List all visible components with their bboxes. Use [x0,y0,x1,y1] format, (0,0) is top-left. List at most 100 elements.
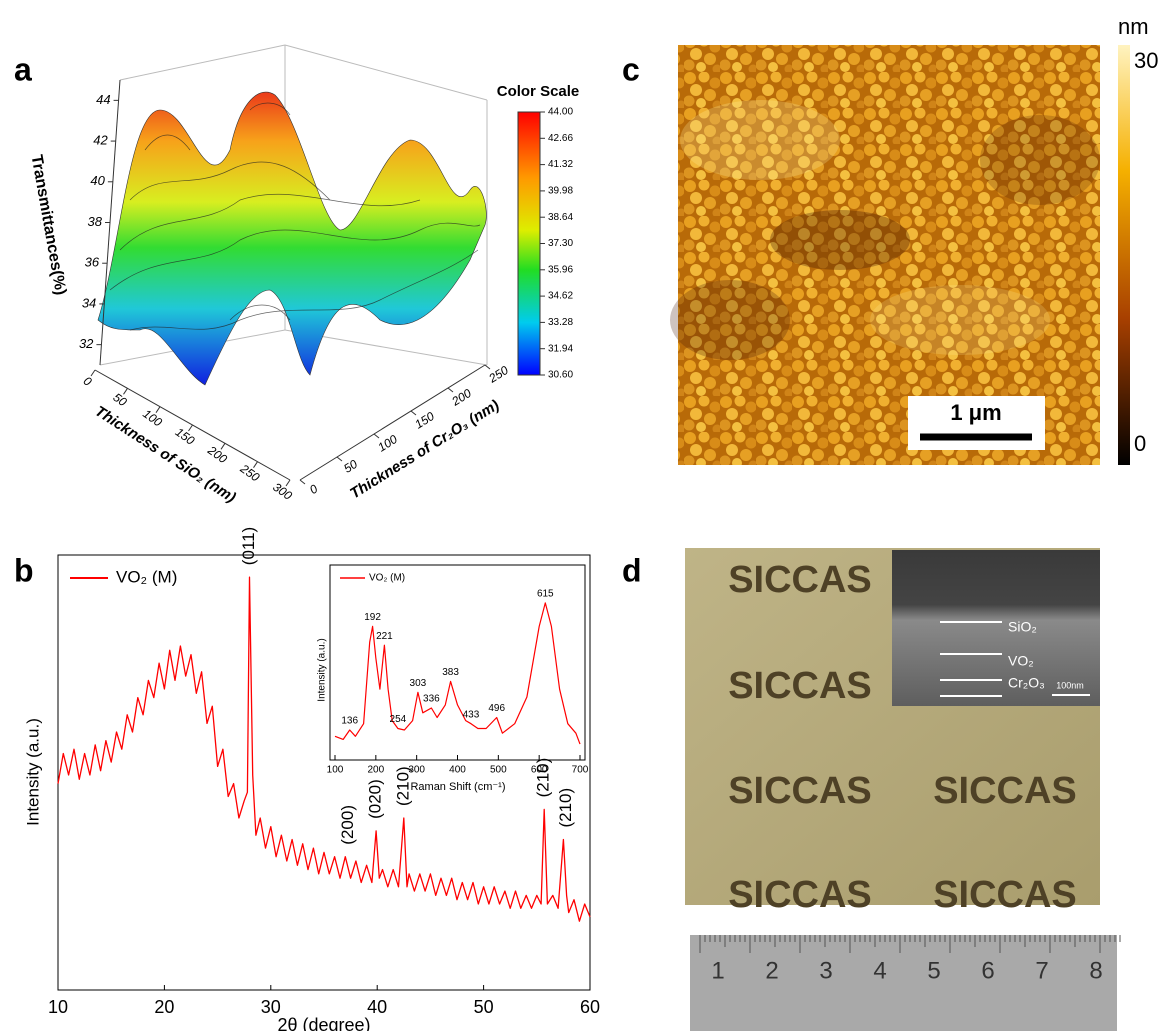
axis-title: Raman Shift (cm⁻¹) [410,781,505,793]
brand-label: SICCAS [728,770,872,812]
x-tick-label: 700 [572,765,589,776]
ruler-label: 4 [873,957,886,984]
colorbar-tick-label: 31.94 [548,343,573,354]
peak-annotation: (200) [338,805,357,845]
colorbar-tick-label: 44.00 [548,107,573,118]
z-tick-label: 42 [93,133,108,148]
colorbar-tick-label: 37.30 [548,238,573,249]
peak-label: 221 [376,631,393,642]
ruler [690,935,1117,1031]
x-tick-label: 100 [327,765,344,776]
legend-label: VO₂ (M) [116,567,177,586]
colorbar [1118,45,1130,465]
z-tick-label: 44 [96,92,110,107]
surface [98,92,486,385]
axis-title: Transmittances(%) [28,153,69,296]
x-tick-label: 60 [580,997,600,1017]
x-tick-label: 250 [237,461,263,485]
colorbar-tick-label: 42.66 [548,133,573,144]
x-tick-label: 0 [81,374,95,389]
ruler-label: 3 [819,957,832,984]
y-tick-label: 150 [412,409,437,432]
y-tick-label: 100 [375,432,400,455]
y-tick-label: 250 [486,363,512,386]
y-tick [374,434,379,438]
sem-layer-label: Cr₂O₃ [1008,675,1045,691]
sem-layer-label: SiO₂ [1008,619,1037,635]
y-tick [485,365,490,369]
y-tick [337,457,342,461]
y-tick-label: 50 [341,457,360,476]
x-tick-label: 400 [449,765,466,776]
y-tick-label: 0 [307,481,320,497]
ruler-label: 5 [927,957,940,984]
peak-label: 496 [488,703,505,714]
sem-scale: 100nm [1056,680,1084,690]
x-tick-label: 40 [367,997,387,1017]
colorbar-tick-label: 33.28 [548,317,573,328]
brand-label: SICCAS [728,665,872,707]
brand-label: SICCAS [728,559,872,601]
brand-label: SICCAS [933,874,1077,916]
z-tick-label: 36 [85,255,100,270]
peak-label: 383 [442,667,459,678]
x-tick-label: 100 [140,407,165,430]
peak-label: 136 [341,716,358,727]
peak-label: 336 [423,694,440,705]
x-tick-label: 30 [261,997,281,1017]
panel-label: c [622,51,640,87]
panel-label: b [14,552,34,588]
y-tick [448,388,453,392]
legend-label: VO₂ (M) [369,573,405,584]
peak-annotation: (210) [556,788,575,828]
ruler-label: 1 [711,957,724,984]
z-tick-label: 40 [90,173,105,188]
z-tick-label: 38 [88,214,103,229]
x-tick-label: 50 [474,997,494,1017]
axis-title: Intensity (a.u.) [23,718,42,826]
x-tick-label: 300 [408,765,425,776]
colorbar-tick-label: 34.62 [548,291,573,302]
brand-label: SICCAS [933,770,1077,812]
colorbar-tick-label: 41.32 [548,159,573,170]
colorbar-tick-label: 38.64 [548,212,573,223]
colorbar-unit: nm [1118,14,1149,39]
x-tick-label: 500 [490,765,507,776]
x-tick-label: 200 [204,443,230,467]
ruler-label: 7 [1035,957,1048,984]
colorbar-tick-label: 30 [1134,48,1158,73]
x-tick-label: 200 [367,765,384,776]
x-tick-label: 20 [154,997,174,1017]
peak-annotation: (020) [366,779,385,819]
y-tick [300,480,305,484]
peak-label: 433 [463,709,480,720]
ruler-label: 2 [765,957,778,984]
axis-title: 2θ (degree) [277,1015,370,1031]
x-tick-label: 150 [173,425,198,448]
figure: a b c d Transmittances(%) Thickness of S… [0,0,1167,1031]
scale-bar-label: 1 μm [950,400,1001,425]
z-tick-label: 32 [79,336,94,351]
colorbar [518,112,540,375]
brand-label: SICCAS [728,874,872,916]
x-tick-label: 50 [110,390,129,409]
peak-label: 192 [364,612,381,623]
peak-annotation: (011) [239,527,258,565]
sem-layer-label: VO₂ [1008,653,1034,669]
x-tick-label: 10 [48,997,68,1017]
colorbar-tick-label: 39.98 [548,186,573,197]
y-tick-label: 200 [449,386,475,409]
colorbar-tick-label: 0 [1134,431,1146,456]
peak-label: 615 [537,588,554,599]
y-tick [411,411,416,415]
ruler-label: 6 [981,957,994,984]
peak-label: 254 [390,714,407,725]
ruler-label: 8 [1089,957,1102,984]
colorbar-title: Color Scale [497,83,580,100]
z-tick-label: 34 [82,295,96,310]
x-tick-label: 300 [270,480,295,503]
panel-label: a [14,51,32,87]
panel-label: d [622,552,642,588]
colorbar-tick-label: 35.96 [548,264,573,275]
peak-label: 303 [410,678,427,689]
